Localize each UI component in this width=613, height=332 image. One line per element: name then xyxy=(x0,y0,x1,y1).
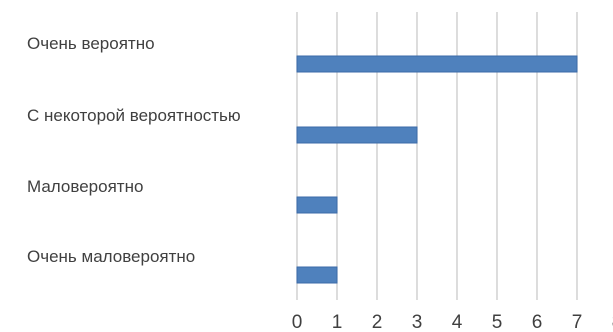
category-label-4: Очень маловероятно xyxy=(27,247,195,266)
category-label-3: Маловероятно xyxy=(27,177,143,196)
x-tick-label-6: 6 xyxy=(532,312,543,332)
bar-2 xyxy=(296,126,418,144)
x-tick-label-3: 3 xyxy=(412,312,423,332)
gridlines xyxy=(296,12,578,300)
x-tick-label-1: 1 xyxy=(332,312,343,332)
category-label-1: Очень вероятно xyxy=(27,34,155,53)
x-tick-label-2: 2 xyxy=(372,312,383,332)
x-tick-label-7: 7 xyxy=(572,312,583,332)
category-label-2: С некоторой вероятностью xyxy=(27,106,241,125)
x-tick-label-8: 8 xyxy=(612,312,613,332)
bar-3 xyxy=(296,196,338,214)
x-axis-tick-labels: 0 1 2 3 4 5 6 7 8 xyxy=(292,312,613,332)
bar-4 xyxy=(296,266,338,284)
bar-1 xyxy=(296,55,578,73)
x-tick-label-4: 4 xyxy=(452,312,463,332)
bars xyxy=(296,55,578,284)
category-labels: Очень вероятно С некоторой вероятностью Ма… xyxy=(27,34,241,266)
x-tick-label-5: 5 xyxy=(492,312,503,332)
x-tick-label-0: 0 xyxy=(292,312,303,332)
